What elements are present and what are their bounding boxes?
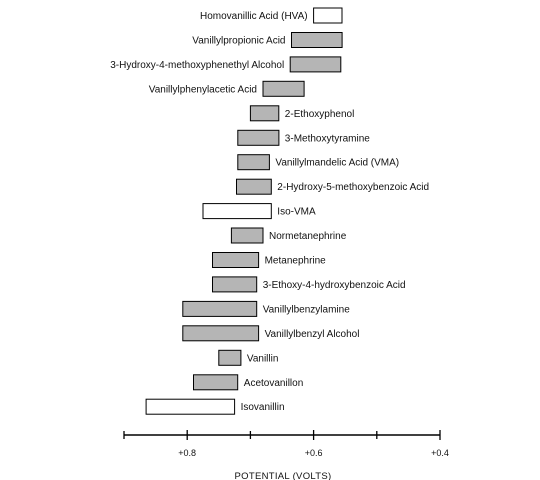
range-bar-3-methoxytyramine	[237, 129, 280, 146]
range-bar-homovanillic-acid-hva	[313, 7, 343, 24]
range-bar-3-hydroxy-4-methoxyphenethyl-alcohol	[289, 56, 342, 73]
compound-label-2-hydroxy-5-methoxybenzoic-acid: 2-Hydroxy-5-methoxybenzoic Acid	[277, 182, 429, 193]
compound-label-2-ethoxyphenol: 2-Ethoxyphenol	[285, 109, 355, 120]
compound-label-vanillylpropionic-acid: Vanillylpropionic Acid	[192, 36, 285, 47]
range-bar-vanillylmandelic-acid-vma	[237, 154, 270, 171]
range-bar-isovanillin	[145, 398, 236, 415]
compound-label-homovanillic-acid-hva: Homovanillic Acid (HVA)	[200, 11, 308, 22]
compound-label-3-hydroxy-4-methoxyphenethyl-alcohol: 3-Hydroxy-4-methoxyphenethyl Alcohol	[110, 60, 284, 71]
range-bar-iso-vma	[202, 203, 272, 220]
compound-label-vanillin: Vanillin	[247, 353, 279, 364]
x-tick-label: +0.4	[431, 448, 449, 458]
x-axis: +0.8 +0.6 +0.4	[123, 430, 449, 458]
x-tick-label: +0.6	[305, 448, 323, 458]
range-bar-2-ethoxyphenol	[249, 105, 280, 122]
range-bar-metanephrine	[212, 252, 260, 268]
range-bars	[145, 7, 343, 415]
x-tick-label: +0.8	[178, 448, 196, 458]
compound-labels: Homovanillic Acid (HVA) Vanillylpropionic…	[110, 11, 429, 413]
compound-label-acetovanillon: Acetovanillon	[244, 378, 303, 389]
range-bar-normetanephrine	[230, 227, 264, 244]
compound-label-normetanephrine: Normetanephrine	[269, 231, 347, 242]
compound-label-vanillylphenylacetic-acid: Vanillylphenylacetic Acid	[149, 84, 257, 95]
compound-label-metanephrine: Metanephrine	[265, 256, 327, 267]
range-bar-3-ethoxy-4-hydroxybenzoic-acid	[212, 276, 258, 293]
compound-label-iso-vma: Iso-VMA	[277, 207, 316, 218]
range-bar-acetovanillon	[193, 374, 239, 391]
range-bar-vanillylbenzylamine	[182, 300, 258, 317]
compound-label-vanillylbenzyl-alcohol: Vanillylbenzyl Alcohol	[265, 329, 360, 340]
compound-label-vanillylmandelic-acid-vma: Vanillylmandelic Acid (VMA)	[275, 158, 399, 169]
range-bar-vanillylpropionic-acid	[291, 32, 343, 48]
compound-label-vanillylbenzylamine: Vanillylbenzylamine	[263, 304, 351, 315]
range-bar-vanillin	[218, 349, 242, 366]
compound-label-3-ethoxy-4-hydroxybenzoic-acid: 3-Ethoxy-4-hydroxybenzoic Acid	[263, 280, 406, 291]
compound-label-isovanillin: Isovanillin	[241, 402, 285, 413]
compound-label-3-methoxytyramine: 3-Methoxytyramine	[285, 133, 370, 144]
x-axis-title: POTENTIAL (VOLTS)	[235, 471, 332, 480]
range-bar-vanillylbenzyl-alcohol	[182, 325, 260, 342]
range-bar-2-hydroxy-5-methoxybenzoic-acid	[236, 178, 272, 195]
range-bar-vanillylphenylacetic-acid	[262, 80, 305, 97]
